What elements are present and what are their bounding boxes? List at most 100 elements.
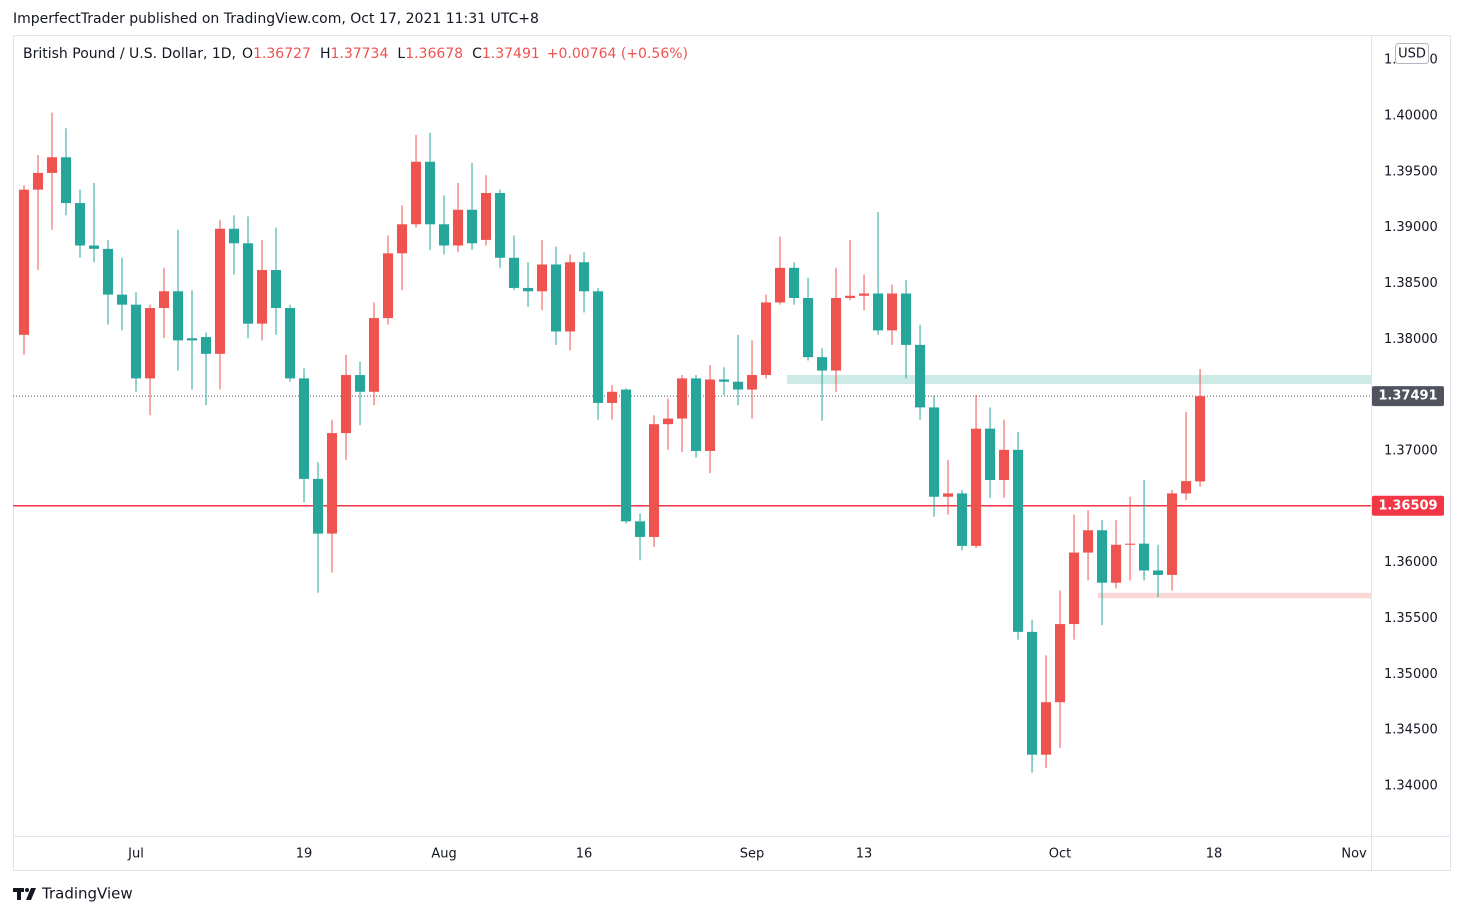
candle-body	[929, 407, 940, 497]
candle-body	[1055, 624, 1066, 703]
candle-body	[1013, 449, 1024, 632]
candle-body	[368, 318, 380, 392]
plot-area	[13, 112, 1371, 773]
candle-body	[158, 291, 170, 309]
candle-body	[1167, 493, 1178, 575]
candle-body	[480, 193, 492, 240]
ohlc-value: 1.37491	[482, 46, 540, 62]
x-tick-label: 18	[1206, 847, 1223, 862]
candle-body	[1153, 570, 1164, 575]
x-tick-label: Jul	[127, 847, 144, 862]
candle-body	[130, 304, 142, 379]
x-tick-label: Oct	[1049, 847, 1071, 862]
candle-body	[957, 493, 968, 546]
last-price-label-bg	[1372, 386, 1444, 407]
candle-body	[774, 267, 786, 303]
candle-body	[844, 295, 856, 298]
x-tick-label: Sep	[740, 847, 765, 862]
y-tick-label: 1.36000	[1384, 555, 1438, 570]
candle-body	[270, 270, 282, 309]
candle-body	[732, 381, 744, 390]
candle-body	[887, 293, 898, 331]
last-price-label: 1.37491	[1378, 389, 1437, 404]
candle-body	[256, 270, 268, 324]
candle-body	[606, 391, 618, 403]
candle-body	[676, 378, 688, 419]
candle-body	[915, 344, 926, 408]
candle-body	[228, 228, 240, 244]
x-tick-label: 16	[576, 847, 593, 862]
candle-body	[18, 189, 30, 335]
candle-body	[1139, 543, 1150, 571]
zone	[787, 375, 1371, 384]
candle-body	[718, 379, 730, 382]
candle-body	[396, 224, 408, 254]
candle-body	[424, 161, 436, 225]
x-tick-label: Aug	[431, 847, 456, 862]
candle-body	[466, 209, 478, 244]
candle-body	[634, 521, 646, 537]
candle-body	[999, 449, 1010, 480]
candle-body	[1111, 544, 1122, 583]
candle-body	[746, 375, 758, 390]
candle-body	[620, 389, 632, 522]
candle-body	[46, 157, 58, 173]
candle-body	[1097, 530, 1108, 583]
candle-body	[985, 428, 996, 480]
ohlc-label: C	[472, 46, 482, 62]
candle-body	[1181, 481, 1192, 494]
y-tick-label: 1.39000	[1384, 220, 1438, 235]
candle-body	[943, 493, 954, 497]
logo-part	[17, 888, 21, 900]
candle-body	[522, 287, 534, 292]
legend: British Pound / U.S. Dollar, 1D, O1.36727…	[23, 46, 688, 62]
candle-body	[494, 193, 506, 258]
candle-body	[1125, 543, 1136, 545]
candle-body	[214, 228, 226, 354]
logo-part	[25, 888, 29, 892]
candle-body	[354, 375, 366, 392]
candle-body	[242, 243, 254, 324]
candle-body	[298, 378, 310, 479]
y-tick-label: 1.34000	[1384, 778, 1438, 793]
footer-logo	[13, 888, 36, 900]
candle-body	[802, 297, 814, 358]
y-tick-label: 1.39500	[1384, 164, 1438, 179]
logo-part	[26, 888, 36, 900]
candle-body	[508, 257, 520, 288]
candle-body	[578, 262, 590, 292]
candle-body	[116, 294, 128, 305]
footer-brand: TradingView	[41, 885, 133, 903]
y-tick-label: 1.35000	[1384, 667, 1438, 682]
currency: USD	[1398, 47, 1426, 62]
candle-body	[760, 302, 772, 376]
candle-body	[172, 291, 184, 341]
candle-body	[144, 308, 156, 379]
x-tick-label: Nov	[1341, 847, 1367, 862]
candle-body	[648, 424, 660, 537]
candle-body	[872, 293, 884, 331]
y-tick-label: 1.34500	[1384, 723, 1438, 738]
ohlc-label: O	[242, 46, 253, 62]
ohlc-value: 1.37734	[330, 46, 388, 62]
y-tick-label: 1.38500	[1384, 276, 1438, 291]
candle-body	[830, 297, 842, 371]
candle-body	[1083, 530, 1094, 553]
candle-body	[704, 379, 716, 451]
hline-label: 1.36509	[1378, 498, 1437, 513]
candle-body	[32, 172, 44, 190]
candle-body	[816, 357, 828, 371]
candle-body	[60, 157, 72, 204]
candle-body	[971, 428, 982, 546]
x-tick-label: 19	[296, 847, 313, 862]
candle-body	[284, 308, 296, 379]
candle-body	[326, 433, 338, 534]
candle-body	[564, 262, 576, 332]
candle-body	[1041, 702, 1052, 755]
y-tick-label: 1.38000	[1384, 332, 1438, 347]
candle-body	[592, 291, 604, 403]
candle-body	[186, 338, 198, 341]
ohlc-label: H	[320, 46, 331, 62]
